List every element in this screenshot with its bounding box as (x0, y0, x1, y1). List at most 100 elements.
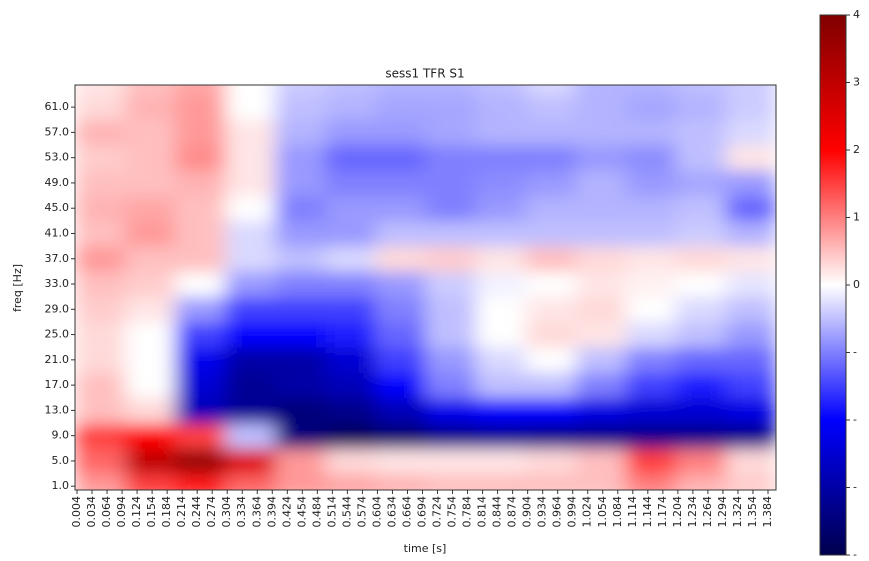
colorbar-tick-label: - (853, 548, 857, 561)
heatmap-cell (526, 94, 577, 120)
heatmap-cell (476, 474, 527, 500)
heatmap-cell (526, 347, 577, 373)
heatmap-cell (526, 69, 577, 95)
y-tick-label: 13.0 (45, 403, 70, 416)
heatmap-cell (626, 297, 677, 323)
heatmap-cell (676, 120, 727, 146)
heatmap-cell (676, 246, 727, 272)
x-tick-label: 0.784 (461, 496, 474, 528)
heatmap-cell (576, 120, 627, 146)
heatmap-cell (426, 423, 477, 449)
heatmap-cell (626, 347, 677, 373)
heatmap-cell (476, 448, 527, 474)
heatmap-cell (225, 170, 276, 196)
colorbar-tick-label: 0 (853, 278, 860, 291)
heatmap-cell (375, 423, 426, 449)
y-tick-label: 29.0 (45, 302, 70, 315)
x-tick-label: 0.424 (280, 496, 293, 528)
heatmap-cell (325, 372, 376, 398)
heatmap-cell (476, 145, 527, 171)
x-tick-label: 0.274 (205, 496, 218, 528)
heatmap-cell (125, 448, 176, 474)
heatmap-cell (476, 347, 527, 373)
heatmap-cell (325, 170, 376, 196)
x-tick-label: 0.634 (385, 496, 398, 528)
heatmap-cell (275, 94, 326, 120)
heatmap-cell (676, 94, 727, 120)
heatmap-cell (125, 347, 176, 373)
x-tick-label: 0.184 (160, 496, 173, 528)
heatmap-cell (426, 372, 477, 398)
heatmap-cell (75, 94, 126, 120)
y-tick-label: 61.0 (45, 100, 70, 113)
heatmap-cell (476, 398, 527, 424)
heatmap-cell (275, 170, 326, 196)
heatmap-cell (476, 423, 527, 449)
heatmap-cell (125, 170, 176, 196)
heatmap-cell (375, 120, 426, 146)
heatmap-cell (526, 474, 577, 500)
heatmap-cell (626, 322, 677, 348)
heatmap-cell (325, 423, 376, 449)
heatmap-cell (175, 69, 226, 95)
heatmap-cell (375, 94, 426, 120)
y-tick-label: 37.0 (45, 252, 70, 265)
x-tick-label: 1.114 (626, 496, 639, 528)
x-tick-label: 0.244 (190, 496, 203, 528)
colorbar-tick-label: 4 (853, 8, 860, 21)
heatmap-cell (375, 271, 426, 297)
heatmap-cell (576, 297, 627, 323)
x-tick-label: 0.484 (310, 496, 323, 528)
heatmap-cell (626, 474, 677, 500)
x-tick-label: 0.094 (115, 496, 128, 528)
heatmap-cell (726, 423, 777, 449)
heatmap-cell (325, 120, 376, 146)
heatmap-cell (75, 398, 126, 424)
heatmap-cell (75, 196, 126, 222)
x-tick-label: 1.024 (581, 496, 594, 528)
x-tick-label: 0.034 (85, 496, 98, 528)
heatmap-cell (175, 271, 226, 297)
heatmap-cell (75, 448, 126, 474)
heatmap-cell (125, 322, 176, 348)
heatmap-cell (275, 271, 326, 297)
heatmap-cell (626, 69, 677, 95)
heatmap-cell (275, 474, 326, 500)
heatmap-cell (225, 271, 276, 297)
x-tick-label: 0.574 (355, 496, 368, 528)
heatmap-cell (375, 297, 426, 323)
heatmap-cell (175, 347, 226, 373)
heatmap-cell (626, 246, 677, 272)
heatmap-cell (75, 221, 126, 247)
heatmap-cell (375, 398, 426, 424)
x-tick-label: 1.354 (746, 496, 759, 528)
x-tick-label: 0.214 (175, 496, 188, 528)
heatmap-cell (225, 94, 276, 120)
heatmap-cell (576, 69, 627, 95)
heatmap-cell (325, 297, 376, 323)
x-tick-label: 0.844 (491, 496, 504, 528)
colorbar-tick-label: 3 (853, 76, 860, 89)
heatmap-cell (325, 398, 376, 424)
heatmap-cell (375, 322, 426, 348)
heatmap-cell (526, 221, 577, 247)
y-tick-label: 49.0 (45, 176, 70, 189)
heatmap-cell (75, 372, 126, 398)
heatmap-cell (175, 120, 226, 146)
heatmap-cell (426, 196, 477, 222)
heatmap-cell (476, 94, 527, 120)
x-tick-label: 0.904 (521, 496, 534, 528)
heatmap-cell (426, 221, 477, 247)
heatmap-cell (426, 120, 477, 146)
heatmap-cell (175, 94, 226, 120)
heatmap-cell (476, 246, 527, 272)
heatmap-cell (626, 423, 677, 449)
x-tick-label: 0.994 (566, 496, 579, 528)
heatmap-cell (576, 145, 627, 171)
heatmap-cell (75, 271, 126, 297)
heatmap-cell (426, 297, 477, 323)
heatmap-cell (275, 448, 326, 474)
heatmap-cell (476, 221, 527, 247)
heatmap-cell (576, 322, 627, 348)
heatmap-cell (426, 170, 477, 196)
